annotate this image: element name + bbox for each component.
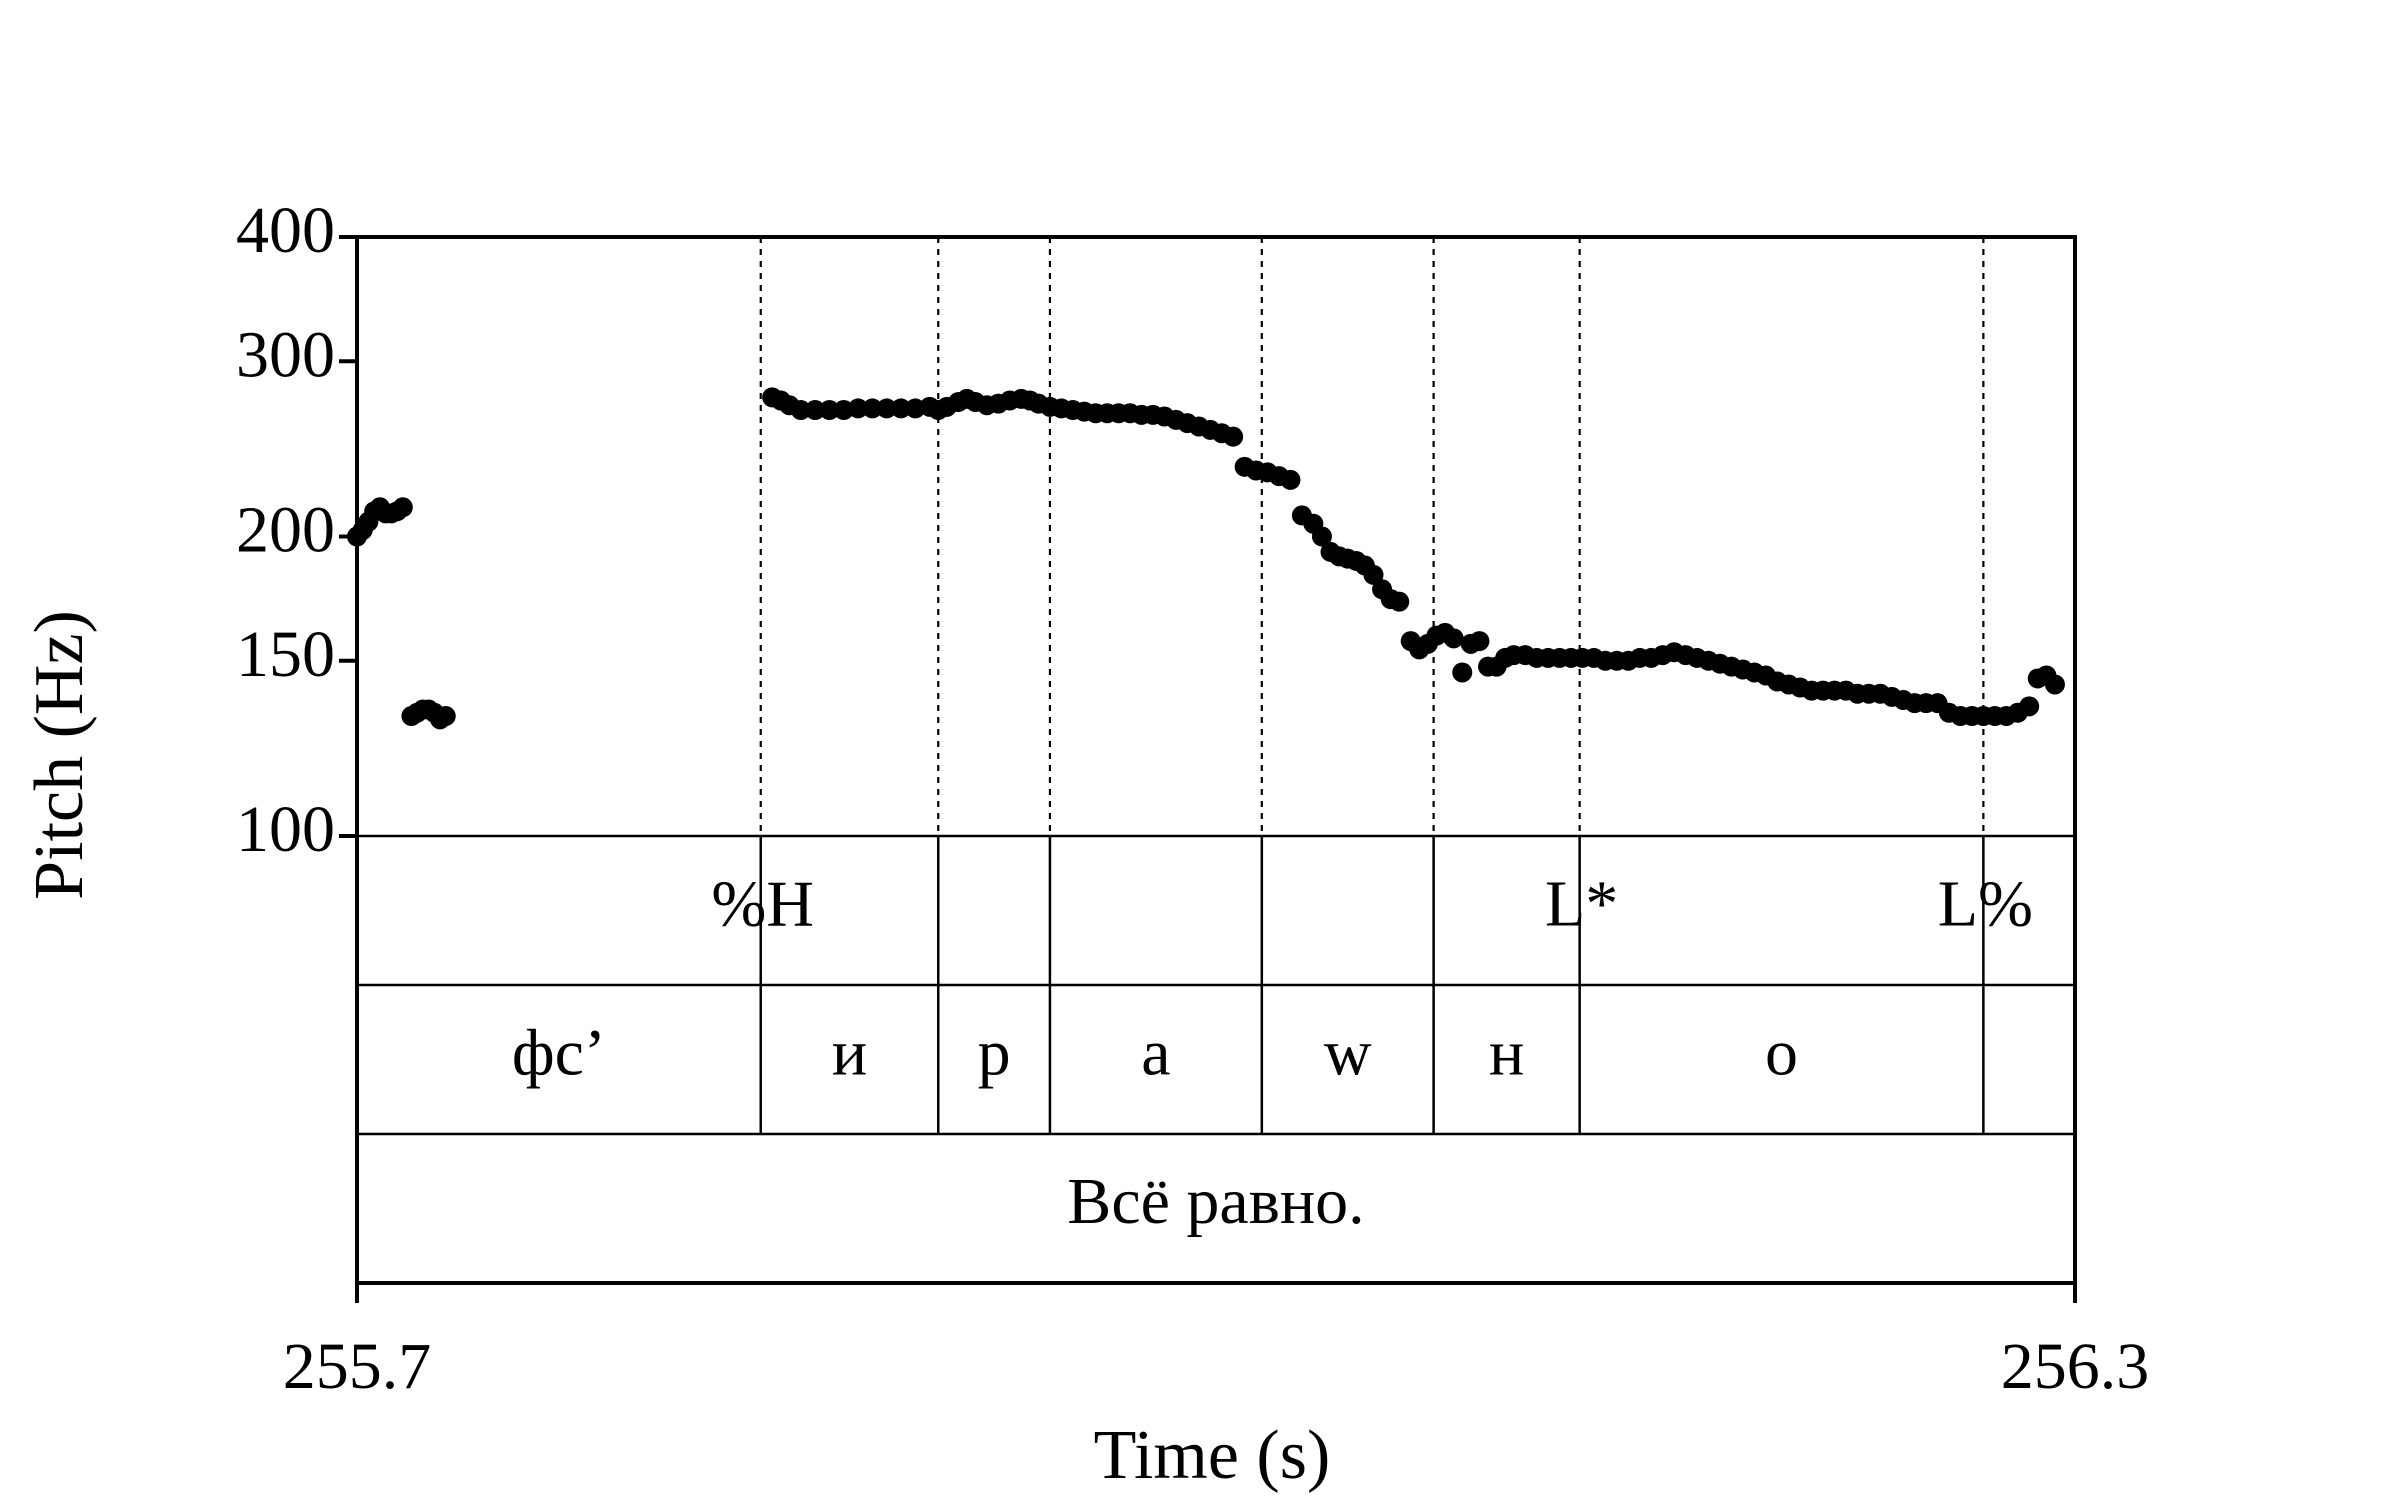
pitch-point	[435, 706, 456, 727]
segment-label: и	[832, 1017, 867, 1090]
pitch-point	[876, 398, 897, 419]
pitch-point	[862, 398, 883, 419]
y-axis-label: Pitch (Hz)	[21, 610, 98, 900]
pitch-point	[790, 400, 811, 421]
segment-label: р	[978, 1017, 1011, 1090]
pitch-point	[1389, 591, 1410, 612]
segment-label: а	[1141, 1017, 1170, 1090]
segment-label: фс’	[512, 1017, 606, 1090]
pitch-point	[819, 400, 840, 421]
y-tick-label: 300	[236, 318, 335, 391]
pitch-point	[1223, 426, 1244, 447]
pitch-point	[805, 400, 826, 421]
x-tick-label-end: 256.3	[2001, 1330, 2150, 1403]
segment-label: w	[1324, 1017, 1372, 1090]
pitch-point	[1452, 662, 1473, 683]
y-tick-label: 200	[236, 494, 335, 567]
y-tick-label: 150	[236, 618, 335, 691]
pitch-point	[1469, 631, 1490, 652]
tone-label: L%	[1938, 868, 2033, 941]
pitch-point	[1443, 628, 1464, 649]
pitch-point	[1363, 564, 1384, 585]
pitch-point	[2019, 696, 2040, 717]
segment-label: н	[1489, 1017, 1524, 1090]
y-tick-label: 400	[236, 194, 335, 267]
pitch-point	[1280, 469, 1301, 490]
segment-label: о	[1765, 1017, 1798, 1090]
sentence-label: Всё равно.	[1067, 1165, 1364, 1238]
y-tick-label: 100	[236, 793, 335, 866]
x-tick-label-start: 255.7	[283, 1330, 432, 1403]
pitch-point	[848, 398, 869, 419]
x-axis-label: Time (s)	[1094, 1417, 1331, 1494]
pitch-point	[1311, 526, 1332, 547]
tone-label: %H	[711, 868, 814, 941]
chart-frame	[355, 235, 2077, 1285]
pitch-point	[392, 497, 413, 518]
pitch-point	[2044, 674, 2065, 695]
tone-label: L*	[1545, 868, 1618, 941]
pitch-point	[891, 398, 912, 419]
